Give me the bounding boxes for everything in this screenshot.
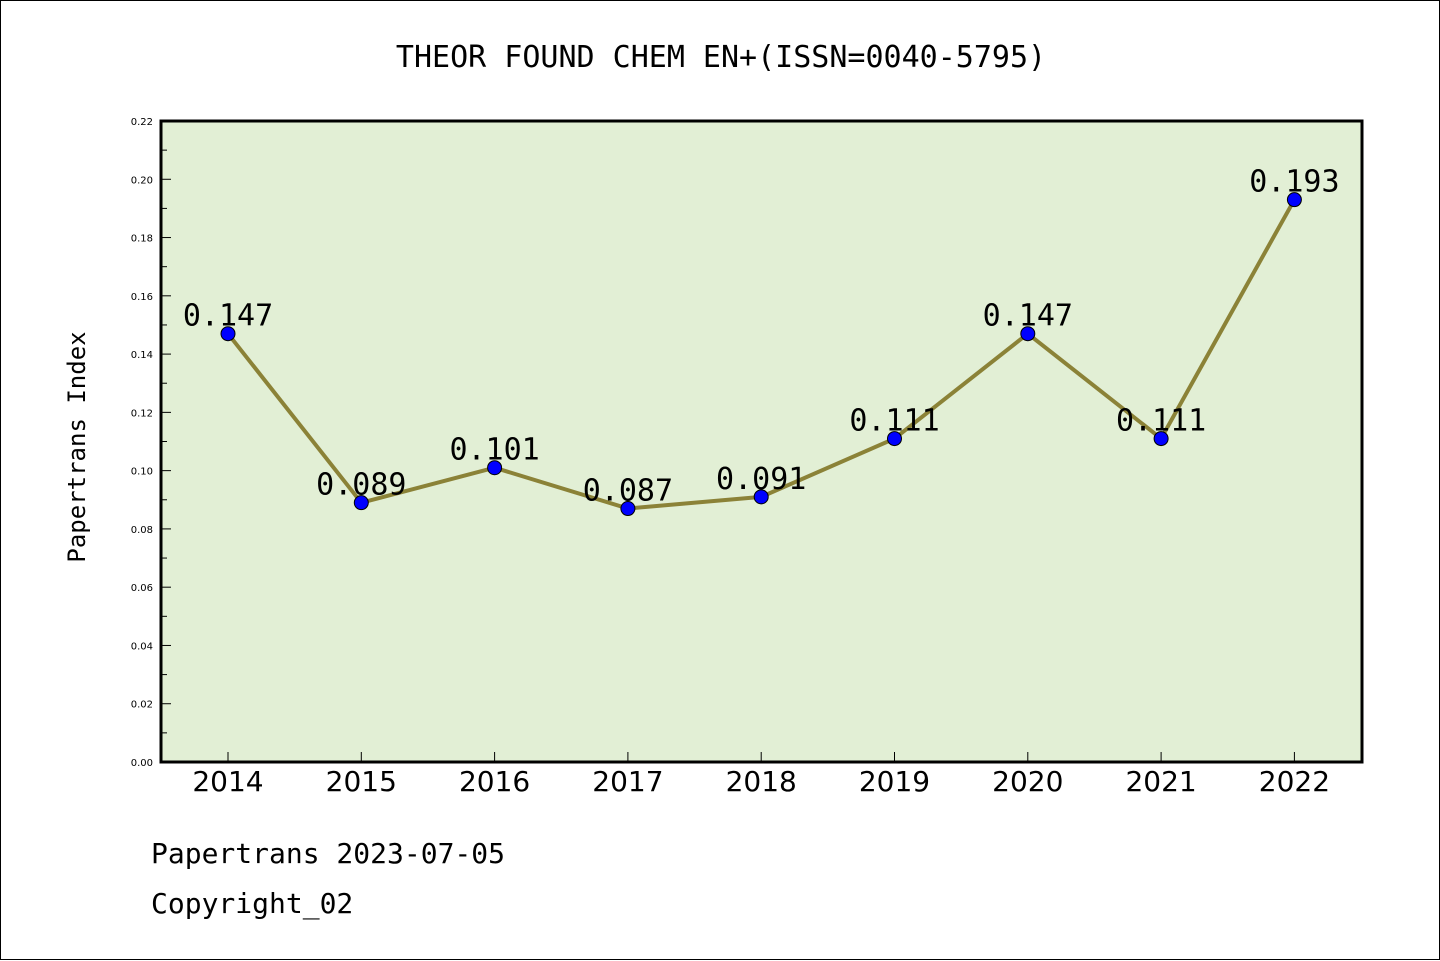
y-tick-label: 0.22	[131, 117, 153, 128]
x-tick-label: 2021	[1125, 765, 1196, 798]
x-tick-label: 2018	[726, 765, 797, 798]
x-axis: 2014 2015 2016 2017 2018 2019 2020 2021 2022	[192, 752, 1330, 798]
data-point	[487, 460, 503, 476]
y-tick-label: 0.20	[131, 175, 153, 186]
data-label: 0.111	[1116, 404, 1206, 439]
data-point	[353, 495, 369, 511]
y-axis: 0.00 0.02 0.04 0.06 0.08 0.10 0.12 0.14 0.16 0.18…	[131, 117, 171, 769]
data-point	[1153, 431, 1169, 447]
y-tick-label: 0.18	[131, 234, 153, 245]
data-label: 0.101	[449, 433, 539, 468]
plot-area	[159, 119, 1364, 764]
data-label: 0.111	[849, 404, 939, 439]
x-tick-label: 2016	[459, 765, 530, 798]
data-point	[220, 326, 236, 342]
x-tick-label: 2020	[992, 765, 1063, 798]
chart-title: THEOR FOUND CHEM EN+(ISSN=0040-5795)	[396, 40, 1046, 75]
data-point	[620, 501, 636, 517]
y-tick-label: 0.06	[131, 583, 153, 594]
x-tick-label: 2019	[859, 765, 930, 798]
y-tick-label: 0.14	[131, 350, 153, 361]
data-point	[1286, 192, 1302, 208]
y-tick-label: 0.12	[131, 408, 153, 419]
x-tick-label: 2022	[1259, 765, 1330, 798]
data-label: 0.193	[1249, 165, 1339, 200]
data-label: 0.089	[316, 468, 406, 503]
data-label: 0.147	[183, 299, 273, 334]
series-layer: 0.147 0.089 0.101 0.087 0.091 0.111 0.147 0.111…	[183, 165, 1340, 517]
data-label: 0.147	[983, 299, 1073, 334]
y-tick-label: 0.02	[131, 700, 153, 711]
footer-date: Papertrans 2023-07-05	[151, 837, 506, 870]
x-tick-label: 2014	[192, 765, 263, 798]
y-axis-label: Papertrans Index	[63, 331, 91, 562]
y-tick-label: 0.10	[131, 467, 153, 478]
data-point	[753, 489, 769, 505]
data-point	[1020, 326, 1036, 342]
y-tick-label: 0.16	[131, 292, 153, 303]
data-label: 0.087	[583, 474, 673, 509]
x-tick-label: 2015	[326, 765, 397, 798]
data-point	[887, 431, 902, 447]
footer-copyright: Copyright_02	[151, 887, 354, 920]
y-tick-label: 0.08	[131, 525, 153, 536]
y-tick-label: 0.00	[131, 758, 153, 769]
y-tick-label: 0.04	[131, 641, 153, 652]
data-label: 0.091	[716, 462, 806, 497]
x-tick-label: 2017	[592, 765, 663, 798]
